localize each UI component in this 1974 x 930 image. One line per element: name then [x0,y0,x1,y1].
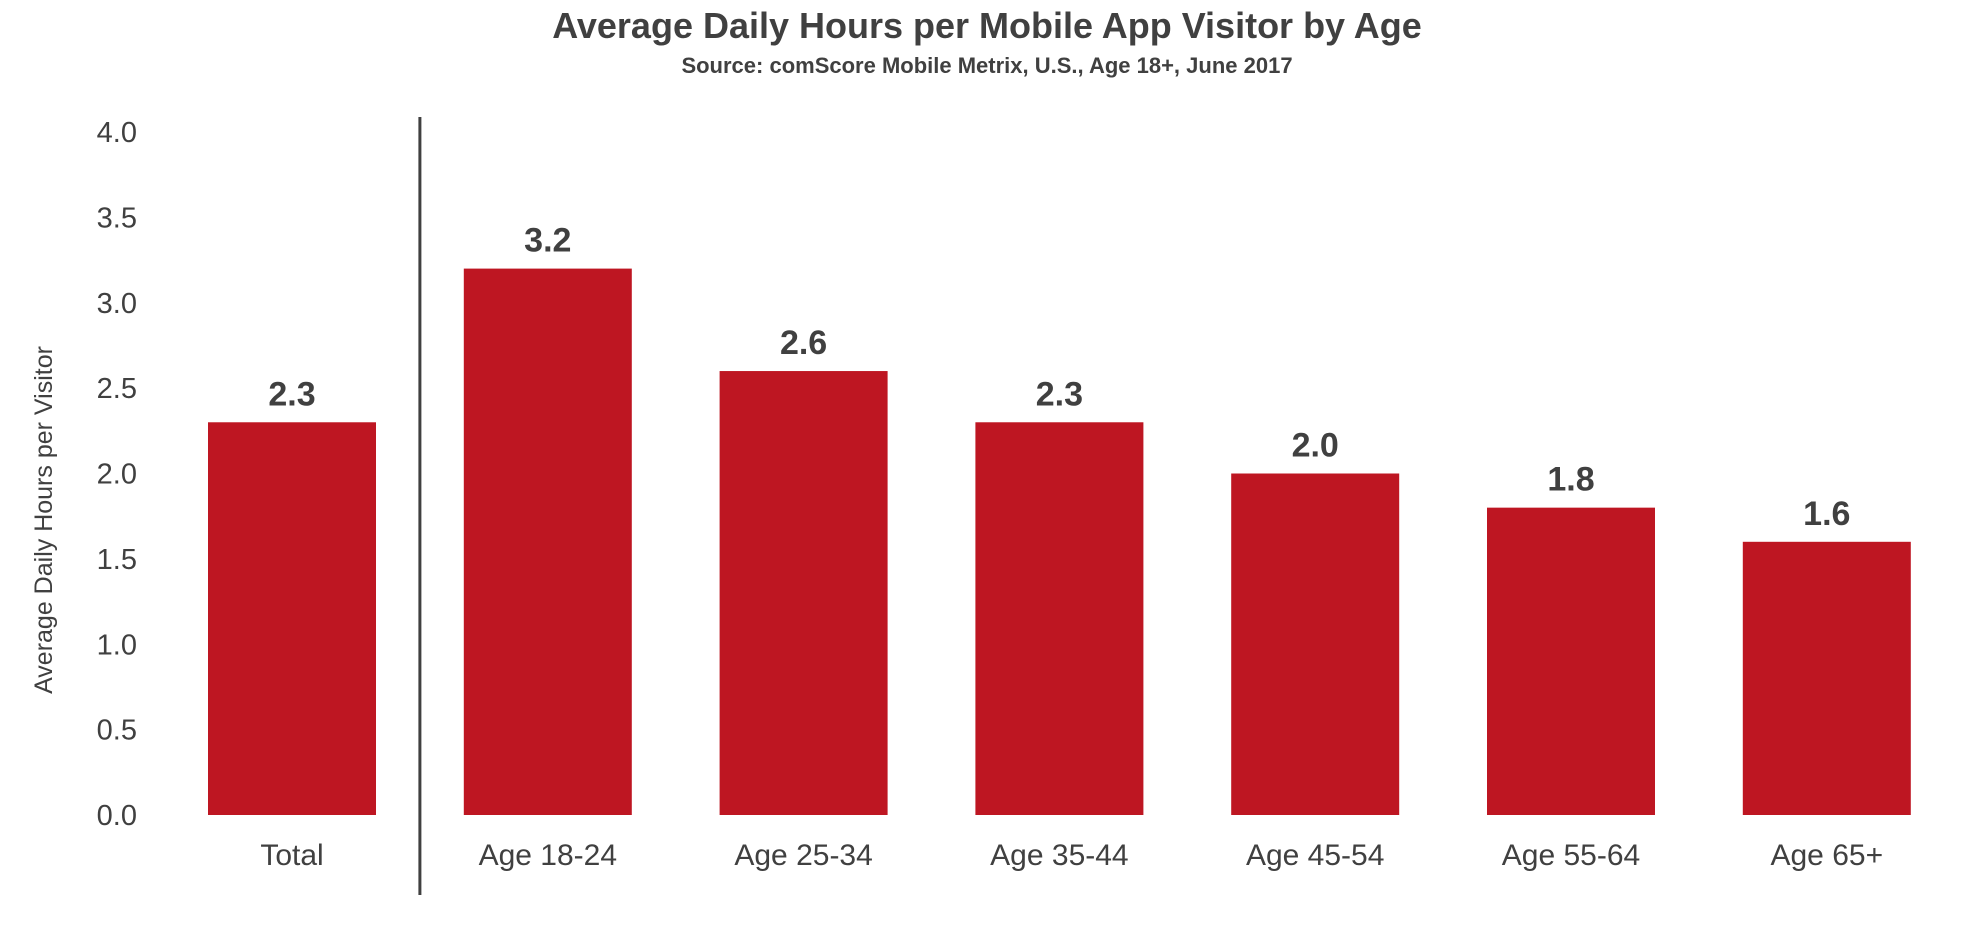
bar [719,371,888,815]
y-axis-ticks: 0.0 0.5 1.0 1.5 2.0 2.5 3.0 3.5 4.0 [97,117,137,832]
bar-value-label: 1.8 [1547,461,1594,499]
bar [1487,507,1655,815]
y-tick-label: 3.0 [97,288,137,320]
y-tick-label: 4.0 [97,117,137,149]
y-tick-label: 0.5 [97,715,137,747]
y-tick-label: 1.5 [97,544,137,576]
y-tick-label: 3.5 [97,202,137,234]
bars-group [208,268,1911,816]
x-category-label: Age 45-54 [1246,839,1384,872]
bar-value-label: 2.3 [268,375,315,413]
bar-value-label: 2.6 [780,324,827,362]
bar [208,422,376,815]
bar [975,422,1144,815]
chart-title: Average Daily Hours per Mobile App Visit… [552,5,1422,46]
bar-value-label: 2.0 [1292,427,1339,465]
x-category-label: Age 25-34 [734,839,872,872]
y-tick-label: 0.0 [97,800,137,832]
value-labels-group: 2.3 3.2 2.6 2.3 2.0 1.8 1.6 [268,222,1850,533]
y-axis-label: Average Daily Hours per Visitor [30,346,58,694]
bar [1231,473,1400,815]
x-category-label: Age 55-64 [1502,839,1640,872]
x-axis-category-labels: Total Age 18-24 Age 25-34 Age 35-44 Age 45-5… [260,839,1883,872]
x-category-label: Age 35-44 [990,839,1128,872]
bar [463,268,632,816]
bar-value-label: 1.6 [1803,495,1850,533]
x-category-label: Age 18-24 [479,839,617,872]
y-tick-label: 2.5 [97,373,137,405]
bar-value-label: 3.2 [524,222,571,260]
x-category-label: Total [260,839,323,872]
chart-subtitle: Source: comScore Mobile Metrix, U.S., Ag… [681,53,1292,78]
bar [1742,541,1911,815]
x-category-label: Age 65+ [1770,839,1883,872]
bar-value-label: 2.3 [1036,375,1083,413]
y-tick-label: 2.0 [97,459,137,491]
y-tick-label: 1.0 [97,629,137,661]
